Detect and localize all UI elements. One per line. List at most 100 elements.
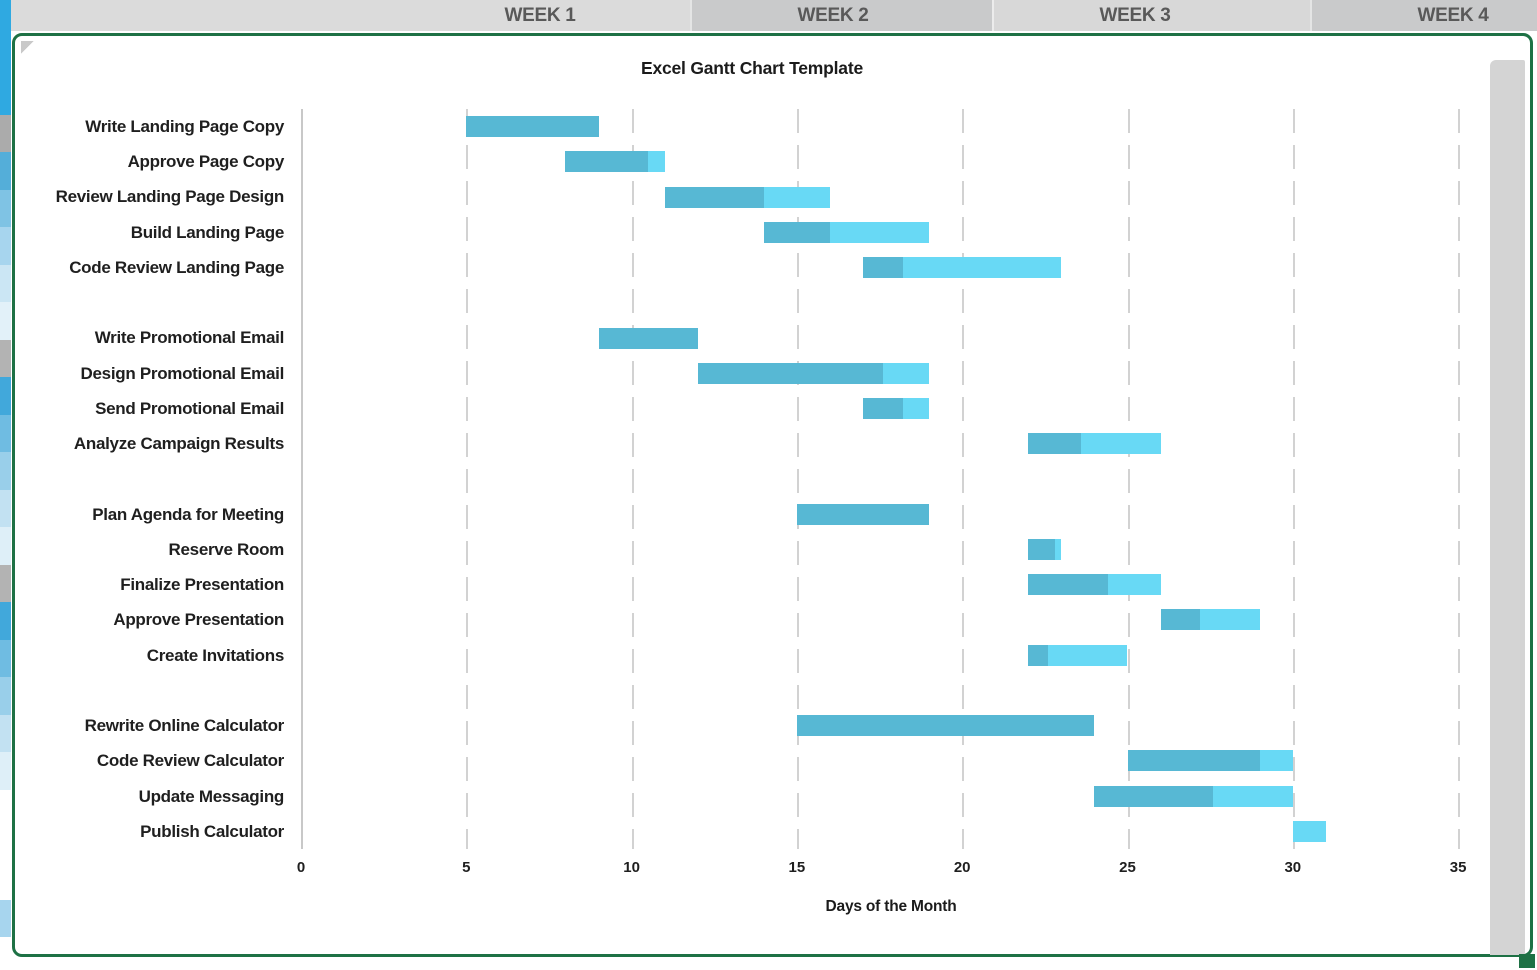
gantt-bar[interactable] (1094, 785, 1293, 807)
spreadsheet-cell (0, 227, 11, 265)
bar-complete-segment (763, 221, 830, 243)
bar-complete-segment (1127, 750, 1260, 772)
x-axis-tick-label: 25 (1119, 859, 1136, 876)
task-label: Review Landing Page Design (55, 187, 285, 207)
task-label: Update Messaging (138, 786, 285, 806)
task-label: Publish Calculator (140, 821, 284, 841)
week-header-cell[interactable] (690, 0, 992, 31)
bar-complete-segment (1028, 433, 1082, 455)
bar-remaining-segment (1292, 820, 1326, 842)
gantt-bar[interactable] (466, 116, 599, 138)
task-label: Approve Presentation (113, 610, 284, 630)
task-label: Send Promotional Email (95, 398, 284, 418)
spreadsheet-cell (0, 115, 11, 152)
spreadsheet-cell (0, 715, 11, 752)
spreadsheet-cell (0, 0, 11, 115)
task-label: Rewrite Online Calculator (84, 716, 285, 736)
bar-remaining-segment (1028, 644, 1128, 666)
spreadsheet-cell (0, 527, 11, 565)
gantt-bar[interactable] (796, 715, 1095, 737)
gantt-bar[interactable] (1292, 820, 1326, 842)
bar-complete-segment (1094, 785, 1214, 807)
bar-complete-segment (664, 186, 764, 208)
gantt-bar[interactable] (1028, 433, 1161, 455)
gantt-bar[interactable] (796, 503, 930, 525)
spreadsheet-cell (0, 937, 11, 970)
gantt-bar[interactable] (863, 257, 1062, 279)
x-axis-title: Days of the Month (825, 898, 957, 915)
task-label: Finalize Presentation (120, 575, 284, 595)
gantt-bar[interactable] (1028, 538, 1062, 560)
gantt-bar[interactable] (863, 398, 930, 420)
vertical-gridline (631, 109, 634, 849)
bar-complete-segment (466, 116, 599, 138)
task-label: Build Landing Page (130, 222, 285, 242)
gantt-bar[interactable] (664, 186, 830, 208)
vertical-gridline (1292, 109, 1295, 849)
bar-complete-segment (1028, 644, 1049, 666)
spreadsheet-cell (0, 752, 11, 790)
x-axis-tick-label: 35 (1449, 859, 1467, 876)
y-axis-line (301, 109, 303, 849)
spreadsheet-cell (0, 790, 11, 900)
gantt-bar[interactable] (565, 151, 665, 173)
bar-complete-segment (1160, 609, 1201, 631)
gantt-bar[interactable] (1028, 644, 1128, 666)
week-header-cell[interactable] (992, 0, 1310, 31)
spreadsheet-cell (0, 565, 11, 602)
bar-complete-segment (863, 398, 903, 420)
task-label: Design Promotional Email (80, 363, 285, 383)
week-header-cell[interactable] (1310, 0, 1537, 31)
chart-title[interactable]: Excel Gantt Chart Template (640, 58, 864, 78)
spreadsheet-cell (0, 640, 11, 677)
bar-remaining-segment (863, 257, 1062, 279)
task-label: Plan Agenda for Meeting (92, 504, 284, 524)
spreadsheet-cell (0, 190, 11, 227)
x-axis-tick-label: 30 (1284, 859, 1302, 876)
task-label: Code Review Calculator (96, 751, 284, 771)
spreadsheet-cell (0, 152, 11, 190)
spreadsheet-cell (0, 340, 11, 377)
chart-scrollbar[interactable] (1490, 60, 1525, 955)
gantt-bar[interactable] (1160, 609, 1260, 631)
week-header-label: WEEK 4 (1417, 5, 1489, 26)
bar-complete-segment (1028, 574, 1108, 596)
gantt-bar[interactable] (1127, 750, 1293, 772)
x-axis-tick-label: 15 (788, 859, 806, 876)
task-label: Code Review Landing Page (69, 257, 284, 277)
task-label: Approve Page Copy (127, 152, 285, 172)
gantt-bar[interactable] (1028, 574, 1161, 596)
spreadsheet-cell (0, 377, 11, 415)
gantt-chart-frame: Excel Gantt Chart Template 0 5 10 15 20 25 30 3… (12, 33, 1533, 957)
spreadsheet-cell (0, 490, 11, 527)
vertical-gridline (796, 109, 799, 849)
x-axis-tick-label: 10 (623, 859, 640, 876)
x-axis-tick-label: 20 (953, 859, 971, 876)
bar-complete-segment (863, 257, 903, 279)
x-axis-tick-label: 5 (462, 859, 471, 876)
task-label: Reserve Room (168, 539, 285, 559)
vertical-gridline (466, 109, 469, 849)
bar-complete-segment (565, 151, 649, 173)
gantt-bar[interactable] (697, 362, 930, 384)
bar-complete-segment (796, 715, 1095, 737)
vertical-gridline (962, 109, 965, 849)
chart-corner-fold (21, 41, 36, 56)
spreadsheet-cell (0, 602, 11, 640)
vertical-gridline (1458, 109, 1461, 849)
spreadsheet-cell-strip (0, 0, 11, 970)
spreadsheet-cell (0, 677, 11, 715)
gantt-bar[interactable] (598, 327, 698, 349)
gantt-bar[interactable] (763, 221, 930, 243)
spreadsheet-cell (0, 900, 11, 937)
task-label: Create Invitations (146, 645, 285, 665)
week-header-row: WEEK 1 WEEK 2 WEEK 3 WEEK 4 (0, 0, 1537, 31)
week-header-label: WEEK 1 (504, 5, 576, 26)
week-header-label: WEEK 3 (1099, 5, 1171, 26)
spreadsheet-cell (0, 452, 11, 490)
week-header-cell[interactable] (0, 0, 690, 31)
chart-selection-handle[interactable] (1519, 954, 1535, 968)
task-label: Analyze Campaign Results (73, 434, 284, 454)
vertical-gridline (1127, 109, 1130, 849)
